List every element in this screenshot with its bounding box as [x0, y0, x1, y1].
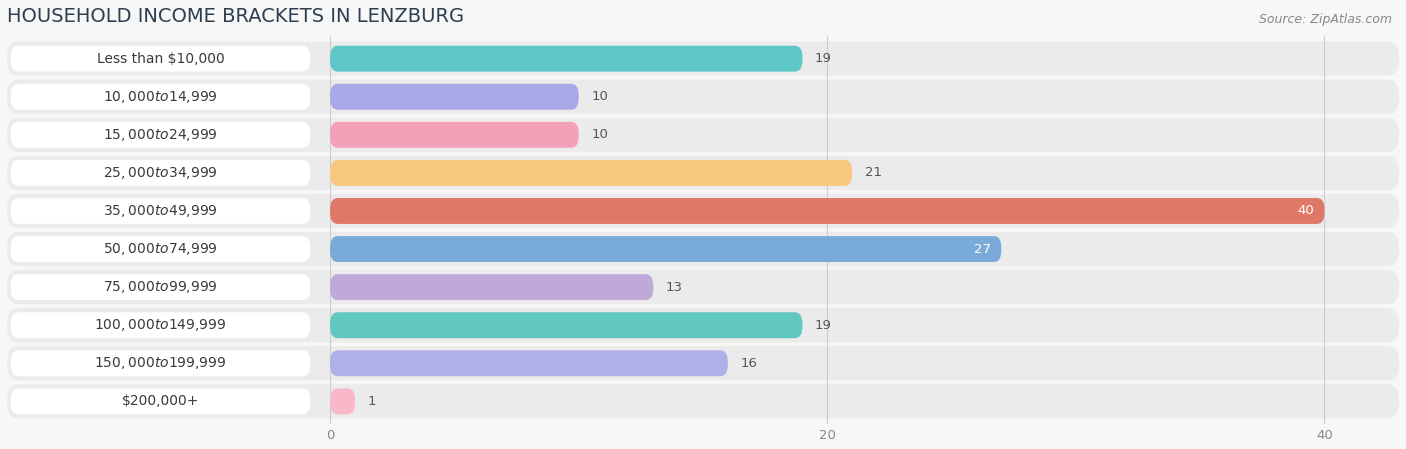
Text: 1: 1 [367, 395, 375, 408]
Text: $75,000 to $99,999: $75,000 to $99,999 [103, 279, 218, 295]
Text: 10: 10 [591, 128, 607, 141]
FancyBboxPatch shape [330, 198, 1324, 224]
Text: $25,000 to $34,999: $25,000 to $34,999 [103, 165, 218, 181]
FancyBboxPatch shape [330, 274, 654, 300]
FancyBboxPatch shape [7, 346, 1399, 380]
Text: 13: 13 [665, 281, 683, 294]
FancyBboxPatch shape [11, 312, 311, 338]
FancyBboxPatch shape [330, 350, 728, 376]
FancyBboxPatch shape [7, 384, 1399, 418]
Text: $15,000 to $24,999: $15,000 to $24,999 [103, 127, 218, 143]
Text: Source: ZipAtlas.com: Source: ZipAtlas.com [1258, 13, 1392, 26]
Text: HOUSEHOLD INCOME BRACKETS IN LENZBURG: HOUSEHOLD INCOME BRACKETS IN LENZBURG [7, 7, 464, 26]
Text: 40: 40 [1298, 204, 1315, 217]
Text: 16: 16 [741, 357, 758, 370]
FancyBboxPatch shape [11, 160, 311, 186]
FancyBboxPatch shape [330, 122, 579, 148]
FancyBboxPatch shape [7, 118, 1399, 152]
Text: $200,000+: $200,000+ [122, 394, 200, 408]
FancyBboxPatch shape [330, 236, 1001, 262]
FancyBboxPatch shape [330, 388, 354, 414]
FancyBboxPatch shape [11, 274, 311, 300]
FancyBboxPatch shape [7, 308, 1399, 342]
Text: 19: 19 [815, 52, 832, 65]
Text: 27: 27 [974, 242, 991, 255]
Text: $100,000 to $149,999: $100,000 to $149,999 [94, 317, 226, 333]
FancyBboxPatch shape [330, 46, 803, 72]
Text: Less than $10,000: Less than $10,000 [97, 52, 225, 66]
FancyBboxPatch shape [7, 194, 1399, 228]
Text: 19: 19 [815, 319, 832, 332]
FancyBboxPatch shape [7, 232, 1399, 266]
FancyBboxPatch shape [330, 160, 852, 186]
FancyBboxPatch shape [11, 84, 311, 110]
Text: $10,000 to $14,999: $10,000 to $14,999 [103, 89, 218, 105]
FancyBboxPatch shape [7, 156, 1399, 190]
FancyBboxPatch shape [11, 198, 311, 224]
Text: $50,000 to $74,999: $50,000 to $74,999 [103, 241, 218, 257]
FancyBboxPatch shape [11, 388, 311, 414]
Text: 21: 21 [865, 167, 882, 180]
FancyBboxPatch shape [7, 42, 1399, 76]
FancyBboxPatch shape [7, 270, 1399, 304]
FancyBboxPatch shape [11, 122, 311, 148]
FancyBboxPatch shape [11, 46, 311, 72]
Text: $35,000 to $49,999: $35,000 to $49,999 [103, 203, 218, 219]
FancyBboxPatch shape [11, 350, 311, 376]
Text: 10: 10 [591, 90, 607, 103]
FancyBboxPatch shape [330, 84, 579, 110]
FancyBboxPatch shape [330, 312, 803, 338]
FancyBboxPatch shape [7, 79, 1399, 114]
Text: $150,000 to $199,999: $150,000 to $199,999 [94, 355, 226, 371]
FancyBboxPatch shape [11, 236, 311, 262]
